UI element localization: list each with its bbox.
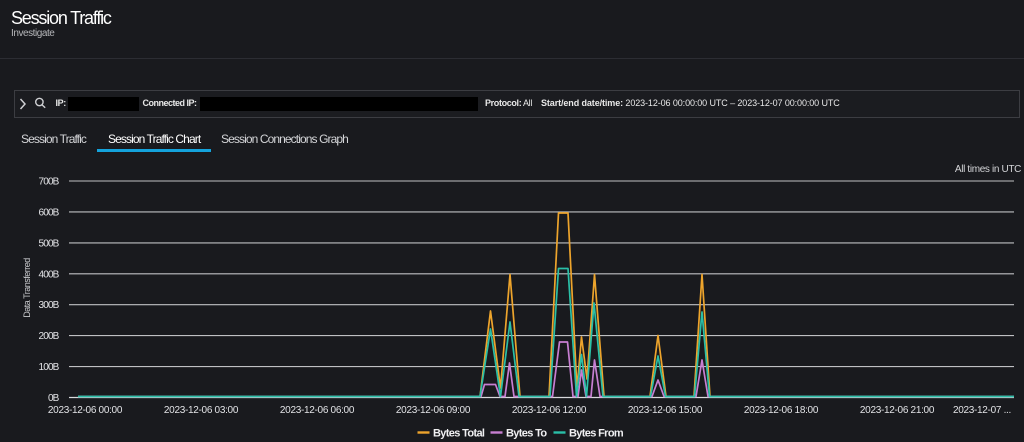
svg-text:100B: 100B [39, 362, 60, 373]
svg-text:300B: 300B [39, 300, 60, 311]
svg-text:0B: 0B [48, 393, 60, 404]
svg-text:2023-12-06 15:00: 2023-12-06 15:00 [628, 405, 703, 416]
svg-text:2023-12-06 06:00: 2023-12-06 06:00 [280, 405, 355, 416]
svg-text:500B: 500B [39, 238, 60, 249]
svg-text:2023-12-06 03:00: 2023-12-06 03:00 [164, 405, 239, 416]
svg-text:2023-12-06 18:00: 2023-12-06 18:00 [744, 405, 819, 416]
svg-text:400B: 400B [39, 269, 60, 280]
svg-text:2023-12-07 ...: 2023-12-07 ... [953, 405, 1011, 416]
svg-text:2023-12-06 09:00: 2023-12-06 09:00 [396, 405, 471, 416]
svg-text:Bytes Total: Bytes Total [433, 428, 485, 440]
svg-text:2023-12-06 00:00: 2023-12-06 00:00 [48, 405, 123, 416]
svg-text:2023-12-06 12:00: 2023-12-06 12:00 [512, 405, 587, 416]
svg-text:600B: 600B [39, 207, 60, 218]
svg-text:700B: 700B [39, 177, 60, 188]
svg-text:Bytes To: Bytes To [506, 428, 547, 440]
svg-text:2023-12-06 21:00: 2023-12-06 21:00 [860, 405, 935, 416]
svg-text:Bytes From: Bytes From [569, 428, 624, 440]
svg-text:200B: 200B [39, 331, 60, 342]
svg-text:Data Transferred: Data Transferred [22, 258, 32, 318]
